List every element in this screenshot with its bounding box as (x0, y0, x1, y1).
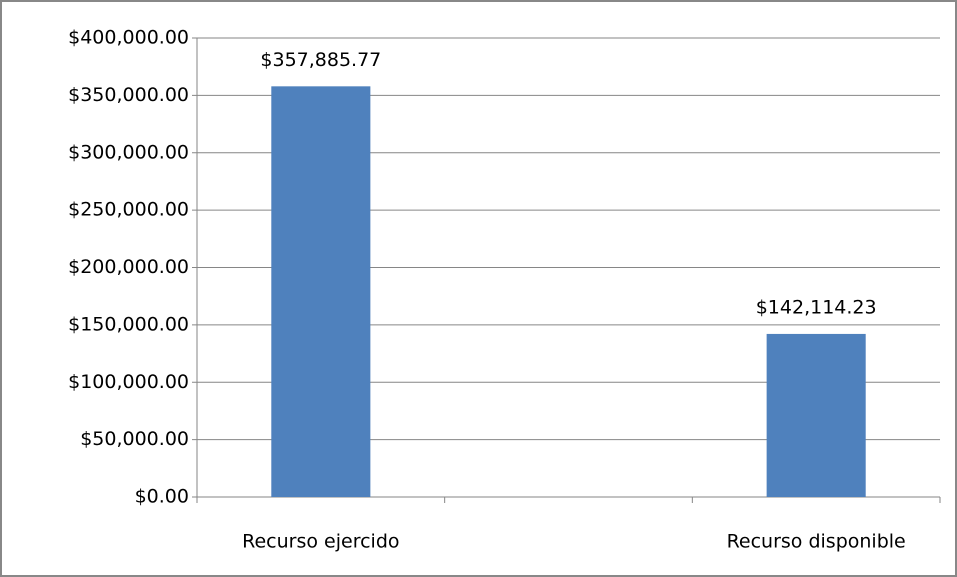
bar (271, 86, 371, 497)
x-tick-label: Recurso disponible (727, 531, 906, 553)
y-tick-label: $250,000.00 (68, 199, 189, 221)
data-label: $142,114.23 (756, 296, 877, 318)
bar (766, 333, 866, 497)
y-tick-label: $50,000.00 (80, 428, 189, 450)
y-tick-label: $0.00 (135, 486, 189, 508)
y-tick-label: $100,000.00 (68, 371, 189, 393)
y-tick-label: $300,000.00 (68, 141, 189, 163)
y-tick-label: $200,000.00 (68, 256, 189, 278)
y-tick-label: $350,000.00 (68, 84, 189, 106)
y-tick-label: $150,000.00 (68, 313, 189, 335)
x-tick-label: Recurso ejercido (242, 531, 399, 553)
y-tick-label: $400,000.00 (68, 27, 189, 49)
data-label: $357,885.77 (260, 49, 381, 71)
